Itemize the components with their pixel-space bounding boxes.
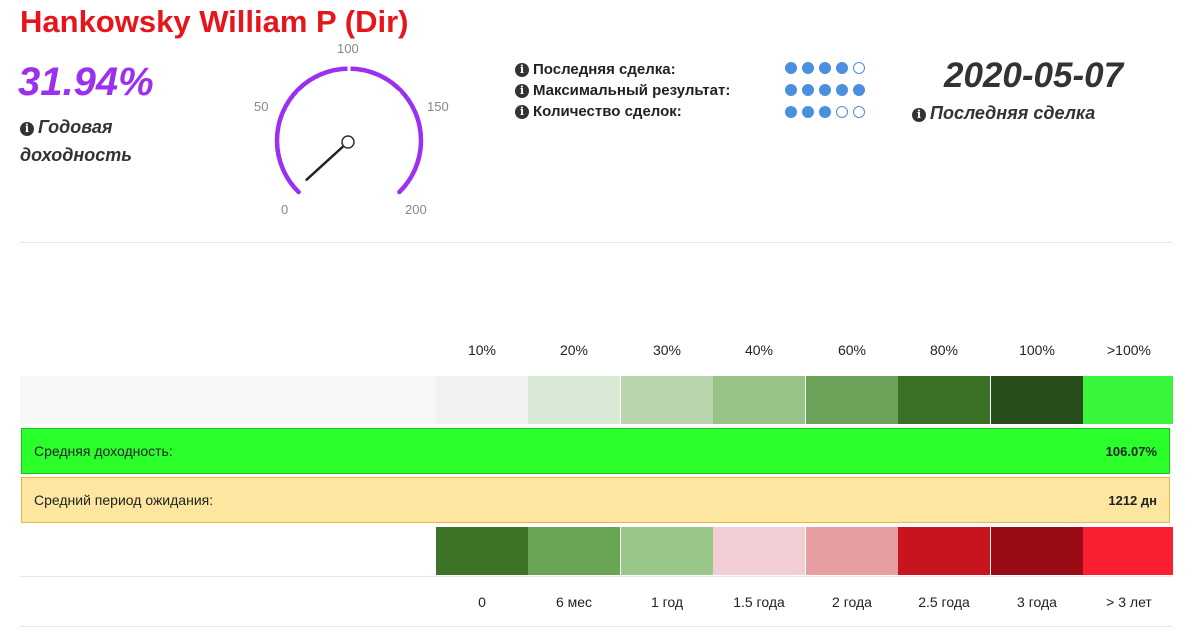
filled-dot — [819, 62, 831, 74]
empty-dot — [853, 106, 865, 118]
gauge-tick-0: 0 — [281, 202, 289, 217]
info-icon[interactable]: i — [912, 108, 926, 122]
return-scale-cell — [621, 376, 713, 424]
rating-dots — [785, 61, 865, 127]
last-trade-text: Последняя сделка — [930, 103, 1096, 123]
return-scale-cell — [713, 376, 805, 424]
avg-return-value: 106.07% — [1105, 443, 1157, 459]
filled-dot — [836, 84, 848, 96]
stat-label: Последняя сделка: — [533, 61, 676, 78]
return-scale-cell — [436, 376, 528, 424]
info-icon[interactable]: i — [515, 105, 529, 119]
period-scale-label: 2.5 года — [918, 594, 970, 610]
avg-wait-label: Средний период ожидания: — [34, 492, 214, 508]
info-icon[interactable]: i — [515, 84, 529, 98]
return-scale-cell — [806, 376, 898, 424]
filled-dot — [802, 62, 814, 74]
filled-dot — [819, 106, 831, 118]
stat-max-result: i Максимальный результат: — [515, 81, 730, 102]
gauge-tick-50: 50 — [254, 99, 269, 114]
filled-dot — [802, 84, 814, 96]
period-scale-cell — [1083, 527, 1173, 575]
empty-dot — [853, 62, 865, 74]
period-scale-label: 1.5 года — [733, 594, 785, 610]
page-title: Hankowsky William P (Dir) — [20, 4, 409, 39]
period-scale-cell — [528, 527, 620, 575]
filled-dot — [785, 84, 797, 96]
avg-return-label: Средняя доходность: — [34, 443, 173, 459]
stats-list: i Последняя сделка: i Максимальный результ… — [515, 60, 730, 123]
return-scale-label: 80% — [929, 342, 959, 358]
return-scale-label: 100% — [1019, 342, 1055, 358]
annual-yield-text: Годовая доходность — [20, 117, 132, 165]
filled-dot — [819, 84, 831, 96]
divider — [20, 242, 1172, 243]
period-scale-label: > 3 лет — [1106, 594, 1152, 610]
return-scale-label: 40% — [744, 342, 774, 358]
return-scale-label: >100% — [1107, 342, 1151, 358]
annual-yield-label: i Годовая доходность — [20, 113, 170, 169]
period-scale-cell — [898, 527, 990, 575]
avg-return-bar: Средняя доходность: 106.07% — [21, 428, 1170, 474]
return-scale-label: 20% — [559, 342, 589, 358]
filled-dot — [853, 84, 865, 96]
gauge-arc — [274, 66, 424, 195]
period-scale-label: 1 год — [650, 594, 684, 610]
info-icon[interactable]: i — [20, 122, 34, 136]
dot-row — [785, 83, 865, 105]
period-scale-cell — [806, 527, 898, 575]
filled-dot — [785, 62, 797, 74]
period-scale-cell — [436, 527, 528, 575]
stat-label: Количество сделок: — [533, 103, 682, 120]
filled-dot — [802, 106, 814, 118]
return-scale-label: 30% — [652, 342, 682, 358]
divider — [20, 576, 1172, 577]
gauge-needle — [305, 140, 350, 181]
period-scale-label: 0 — [478, 594, 486, 610]
return-scale-cell — [898, 376, 990, 424]
annual-yield-value: 31.94% — [18, 60, 154, 104]
stat-last-trade: i Последняя сделка: — [515, 60, 730, 81]
gauge-tick-200: 200 — [405, 202, 427, 217]
last-trade-label: i Последняя сделка — [912, 103, 1095, 124]
gauge-tick-100: 100 — [337, 41, 359, 56]
avg-wait-bar: Средний период ожидания: 1212 дн — [21, 477, 1170, 523]
gauge — [274, 66, 424, 195]
period-scale-cell — [991, 527, 1083, 575]
return-scale-cell — [1083, 376, 1173, 424]
period-scale-label: 6 мес — [555, 594, 593, 610]
filled-dot — [785, 106, 797, 118]
return-scale-label: 60% — [837, 342, 867, 358]
return-scale-blank — [20, 376, 436, 424]
dot-row — [785, 105, 865, 127]
divider — [20, 626, 1172, 627]
period-scale-cell — [713, 527, 805, 575]
return-scale-label: 10% — [467, 342, 497, 358]
empty-dot — [836, 106, 848, 118]
dot-row — [785, 61, 865, 83]
stat-trade-count: i Количество сделок: — [515, 102, 730, 123]
gauge-pivot — [341, 135, 355, 149]
gauge-tick-mark — [297, 90, 305, 98]
gauge-tick-mark — [393, 90, 401, 98]
gauge-tick-150: 150 — [427, 99, 449, 114]
return-scale-cell — [991, 376, 1083, 424]
filled-dot — [836, 62, 848, 74]
return-scale-cell — [528, 376, 620, 424]
last-trade-date: 2020-05-07 — [944, 56, 1124, 95]
period-scale-cell — [621, 527, 713, 575]
period-scale-label: 2 года — [832, 594, 872, 610]
avg-wait-value: 1212 дн — [1108, 492, 1157, 508]
info-icon[interactable]: i — [515, 63, 529, 77]
period-scale-label: 3 года — [1017, 594, 1057, 610]
stat-label: Максимальный результат: — [533, 82, 731, 99]
